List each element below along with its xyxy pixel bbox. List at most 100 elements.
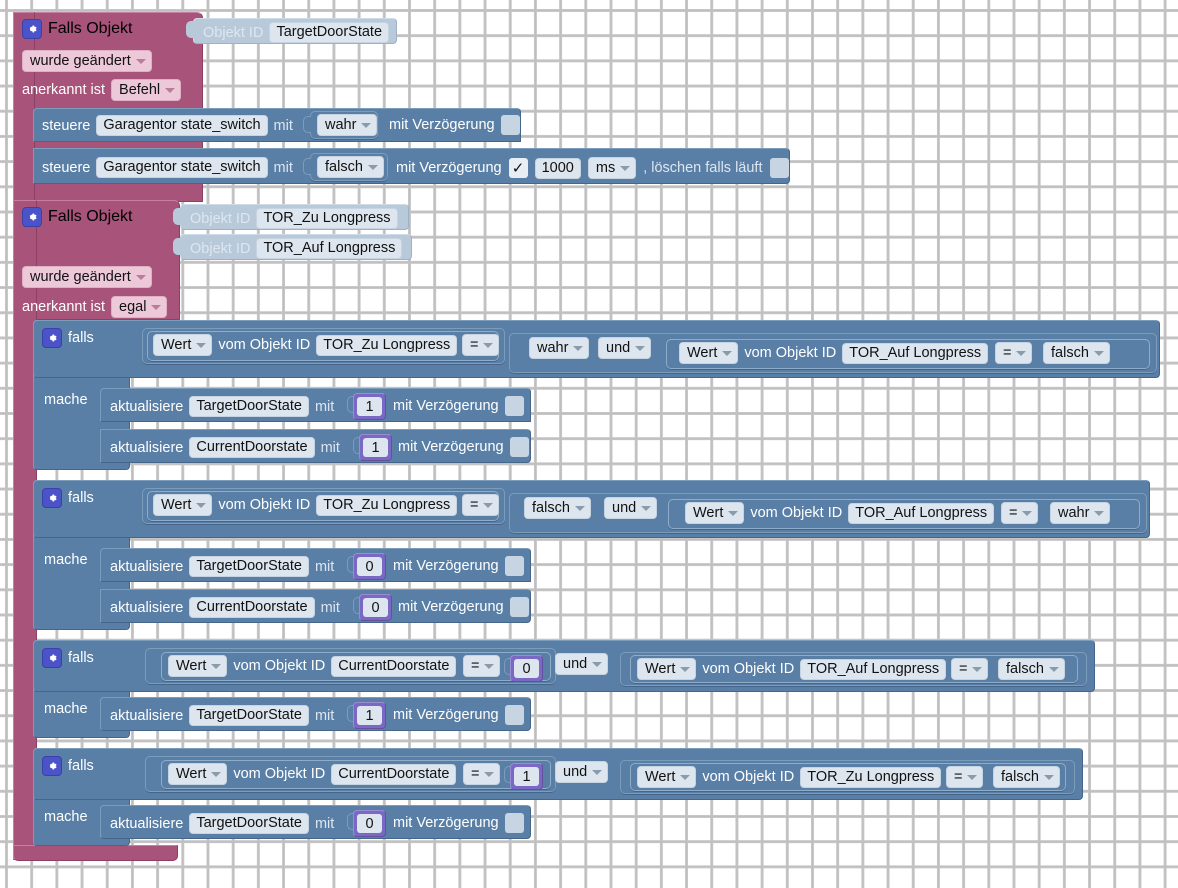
steuere-value-dropdown-1[interactable]: wahr [317, 114, 378, 136]
aktualisiere-target[interactable]: CurrentDoorstate [189, 437, 315, 458]
condition-4-right-value[interactable]: falsch [993, 766, 1060, 788]
steuere-target-2[interactable]: Garagentor state_switch [96, 157, 268, 178]
condition-4-left-object[interactable]: CurrentDoorstate [331, 763, 457, 785]
aktualisiere-target[interactable]: CurrentDoorstate [189, 597, 315, 618]
delay-checkbox[interactable] [509, 437, 529, 457]
condition-3-left-getter[interactable]: Wert [168, 655, 228, 677]
mit-label: mit [314, 398, 335, 415]
delay-checkbox-1[interactable] [500, 115, 520, 135]
action-block-3-1[interactable] [100, 697, 531, 731]
condition-4-left-getter[interactable]: Wert [168, 763, 228, 785]
objekt-id-value[interactable]: TargetDoorState [269, 22, 390, 43]
trigger-1-change-mode-dropdown[interactable]: wurde geändert [22, 50, 152, 72]
condition-1-left-value[interactable]: wahr [529, 337, 590, 359]
delay-checkbox-2[interactable]: ✓ [508, 158, 528, 178]
number-block[interactable]: 1 [510, 763, 543, 790]
delay-value-2[interactable]: 1000 [534, 157, 581, 179]
condition-2-right-value[interactable]: wahr [1050, 502, 1111, 524]
condition-4-joiner[interactable]: und [555, 761, 609, 783]
condition-3-right-getter[interactable]: Wert [637, 658, 697, 680]
condition-2-left-value[interactable]: falsch [524, 497, 591, 519]
aktualisiere-label: aktualisiere [110, 398, 184, 415]
clear-if-running-checkbox-2[interactable] [769, 158, 789, 178]
condition-1-operator[interactable]: = [462, 334, 500, 356]
action-block-1-1[interactable] [100, 388, 531, 422]
condition-3-right-operator[interactable]: = [951, 658, 989, 680]
steuere-target-1[interactable]: Garagentor state_switch [96, 115, 268, 136]
delay-checkbox[interactable] [509, 597, 529, 617]
gear-icon[interactable] [42, 488, 62, 508]
chevron-down-icon [1093, 350, 1104, 356]
aktualisiere-target[interactable]: TargetDoorState [189, 705, 309, 726]
condition-1-right-getter[interactable]: Wert [679, 342, 739, 364]
delay-checkbox[interactable] [504, 813, 524, 833]
aktualisiere-target[interactable]: TargetDoorState [189, 556, 309, 577]
gear-icon[interactable] [22, 207, 42, 227]
condition-3-left-of-label: vom Objekt ID [233, 658, 326, 674]
gear-icon[interactable] [42, 328, 62, 348]
number-block[interactable]: 0 [359, 594, 392, 621]
chevron-down-icon [196, 342, 207, 348]
number-block[interactable]: 1 [353, 702, 386, 729]
condition-3-right-object[interactable]: TOR_Auf Longpress [800, 658, 947, 680]
condition-1-right-operator[interactable]: = [995, 342, 1033, 364]
objekt-id-value[interactable]: TOR_Zu Longpress [256, 208, 398, 229]
trigger-1-ack-label: anerkannt ist [22, 82, 106, 98]
aktualisiere-target[interactable]: TargetDoorState [189, 396, 309, 417]
condition-3-right-value[interactable]: falsch [998, 658, 1065, 680]
trigger-2-ack-dropdown[interactable]: egal [111, 296, 168, 318]
condition-4-right-operator[interactable]: = [946, 766, 984, 788]
objekt-id-value[interactable]: TOR_Auf Longpress [256, 238, 403, 259]
gear-icon[interactable] [42, 648, 62, 668]
steuere-value-dropdown-2[interactable]: falsch [317, 156, 384, 178]
gear-icon[interactable] [22, 19, 42, 39]
condition-3-left-object[interactable]: CurrentDoorstate [331, 655, 457, 677]
delay-unit-dropdown-2[interactable]: ms [587, 157, 637, 179]
condition-4-left-of-label: vom Objekt ID [233, 766, 326, 782]
number-block[interactable]: 1 [353, 393, 386, 420]
condition-2-right-object[interactable]: TOR_Auf Longpress [848, 502, 995, 524]
condition-2-joiner[interactable]: und [604, 497, 658, 519]
number-block[interactable]: 1 [359, 434, 392, 461]
trigger-1-ack-dropdown[interactable]: Befehl [111, 79, 182, 101]
aktualisiere-label: aktualisiere [110, 439, 184, 456]
trigger-2-title: Falls Objekt [48, 208, 133, 225]
condition-1-left-object[interactable]: TOR_Zu Longpress [316, 334, 458, 356]
action-block-4-1[interactable] [100, 805, 531, 839]
condition-2-left-getter[interactable]: Wert [153, 494, 213, 516]
delay-checkbox[interactable] [504, 556, 524, 576]
action-block-2-1[interactable] [100, 548, 531, 582]
condition-4-operator[interactable]: = [463, 763, 501, 785]
condition-4-right-object[interactable]: TOR_Zu Longpress [800, 766, 942, 788]
aktualisiere-target[interactable]: TargetDoorState [189, 813, 309, 834]
condition-2-operator[interactable]: = [462, 494, 500, 516]
number-block[interactable]: 0 [353, 553, 386, 580]
chevron-down-icon [592, 769, 603, 775]
condition-3-operator[interactable]: = [463, 655, 501, 677]
value-tab-icon [353, 597, 361, 614]
condition-2-left-object[interactable]: TOR_Zu Longpress [316, 494, 458, 516]
action-block-2-2[interactable] [100, 589, 531, 623]
condition-3-joiner[interactable]: und [555, 653, 609, 675]
condition-2-right-getter[interactable]: Wert [685, 502, 745, 524]
chevron-down-icon [972, 666, 983, 672]
condition-1-left-getter[interactable]: Wert [153, 334, 213, 356]
chevron-down-icon [641, 505, 652, 511]
delay-checkbox[interactable] [504, 396, 524, 416]
condition-1-right-value[interactable]: falsch [1043, 342, 1110, 364]
gear-icon[interactable] [42, 756, 62, 776]
do-label-2: mache [44, 552, 88, 568]
mit-label: mit [314, 707, 335, 724]
condition-4-right-getter[interactable]: Wert [637, 766, 697, 788]
delay-checkbox[interactable] [504, 705, 524, 725]
trigger-2-change-mode-dropdown[interactable]: wurde geändert [22, 266, 152, 288]
action-block-1-2[interactable] [100, 429, 531, 463]
condition-2-right-operator[interactable]: = [1001, 502, 1039, 524]
condition-1-joiner[interactable]: und [598, 337, 652, 359]
number-block[interactable]: 0 [353, 810, 386, 837]
chevron-down-icon [1094, 510, 1105, 516]
condition-1-right-object[interactable]: TOR_Auf Longpress [842, 342, 989, 364]
do-label-1: mache [44, 392, 88, 408]
number-block[interactable]: 0 [510, 655, 543, 682]
